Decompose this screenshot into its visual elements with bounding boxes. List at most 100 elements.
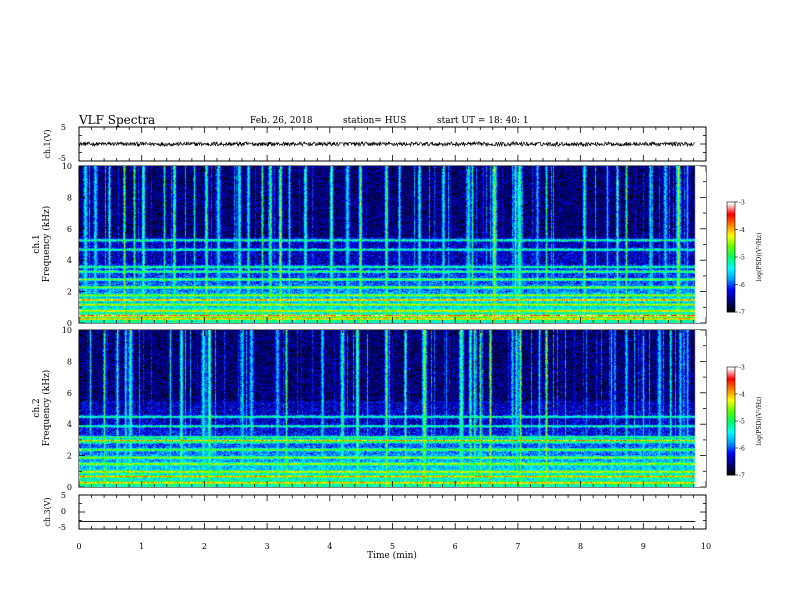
colorbar-swatch [727, 277, 735, 280]
time-axis-tick-labels: 0 1 2 3 4 5 6 7 8 9 10 [76, 542, 711, 551]
colorbar-swatch [727, 367, 735, 370]
colorbar-swatch [727, 211, 735, 214]
colorbar-swatch [727, 279, 735, 282]
colorbar-swatch [727, 214, 735, 218]
colorbar-swatch [727, 222, 735, 225]
colorbar-swatch [727, 242, 735, 245]
colorbar-swatch [727, 377, 735, 380]
colorbar-swatch [727, 216, 735, 219]
colorbar-swatch [727, 422, 735, 425]
colorbar-swatch [727, 258, 735, 262]
colorbar-swatch [727, 442, 735, 445]
x-tick-label: 9 [641, 542, 646, 551]
colorbar-swatch [727, 266, 735, 269]
colorbar-swatch [727, 225, 735, 229]
colorbar-tick-label: -5 [739, 419, 745, 426]
colorbar-tick-label: -3 [739, 200, 745, 207]
y-tick-label: 2 [67, 452, 72, 461]
colorbar-swatch [727, 220, 735, 223]
colorbar-swatch [727, 372, 735, 375]
colorbar-swatch [727, 306, 735, 309]
colorbar-swatch [727, 419, 735, 422]
waveform-ch1-line [78, 140, 696, 148]
y-tick-label: 6 [67, 225, 72, 234]
colorbar-swatch [727, 401, 735, 404]
colorbar-swatch [727, 260, 735, 263]
y-tick-label: 4 [67, 256, 72, 265]
colorbar-swatch [727, 291, 735, 295]
colorbar-swatch [727, 449, 735, 452]
colorbar-tick-label: -7 [739, 310, 745, 317]
panel-ch2-spectrogram: 0 2 4 6 8 10 ch.2Frequency (kHz) [32, 326, 707, 492]
colorbar-swatch [727, 288, 735, 291]
colorbar-swatch [727, 462, 735, 465]
colorbar-swatch [727, 268, 735, 271]
start-time-label: start UT = 18: 40: 1 [437, 116, 529, 126]
colorbar-swatch [727, 280, 735, 284]
colorbar-tick-label: -6 [739, 282, 745, 289]
colorbar-swatch [727, 404, 735, 407]
x-tick-label: 0 [76, 542, 81, 551]
colorbar-swatch [727, 439, 735, 442]
colorbar-swatch [727, 455, 735, 458]
colorbar-swatch [727, 379, 735, 382]
colorbar-swatch [727, 453, 735, 456]
colorbar-swatch [727, 253, 735, 256]
colorbar-swatch [727, 394, 735, 397]
y-tick-label: 4 [67, 420, 72, 429]
ylabel-line: ch.2 [32, 398, 42, 417]
colorbar-swatch [727, 209, 735, 212]
colorbar-tick-label: -3 [739, 365, 745, 372]
colorbar-swatch [727, 457, 735, 460]
colorbar-swatch [727, 408, 735, 411]
colorbar-swatch [727, 385, 735, 388]
colorbar-swatch [727, 374, 735, 377]
spectrogram-ch1-image [79, 166, 706, 323]
spectrogram-ch1-ticks [78, 165, 707, 324]
waveform-ch1-ticks [78, 126, 707, 162]
spectrogram-ch1-ytick-labels: 0 2 4 6 8 10 [62, 162, 72, 328]
colorbar-swatch [727, 213, 735, 216]
colorbar-tick-label: -4 [739, 227, 745, 234]
colorbar-swatch [727, 286, 735, 289]
colorbar-swatch [727, 410, 735, 413]
colorbar-label: log(PSD)(V²/Hz) [756, 233, 763, 282]
colorbar-swatch [727, 231, 735, 234]
colorbar-tick-label: -4 [739, 392, 745, 399]
colorbar-swatch [727, 403, 735, 406]
colorbar-swatch [727, 437, 735, 440]
colorbar-swatch [727, 247, 735, 251]
time-axis-label: Time (min) [367, 550, 417, 561]
colorbar-swatch [727, 249, 735, 252]
ch3-ylabel: ch.3(V) [43, 497, 52, 526]
colorbar-swatch [727, 451, 735, 454]
colorbar-swatch [727, 293, 735, 296]
colorbar-swatch [727, 244, 735, 247]
colorbar-swatch [727, 381, 735, 384]
colorbar-swatch [727, 430, 735, 433]
colorbar-swatch [727, 273, 735, 276]
colorbar-swatch [727, 240, 735, 243]
panel-ch1-spectrogram: 0 2 4 6 8 10 ch.1Frequency (kHz) [32, 162, 707, 328]
colorbar-swatch [727, 397, 735, 400]
y-tick-label: 0 [67, 319, 72, 328]
colorbar-swatch [727, 458, 735, 461]
colorbar-swatch [727, 238, 735, 241]
colorbar-swatch [727, 460, 735, 463]
panel-ch3-waveform: 5 0 -5 ch.3(V) 0 1 2 3 4 5 6 7 8 9 10 Time (min) [43, 491, 711, 561]
x-tick-label: 3 [265, 542, 270, 551]
colorbar-swatch [727, 473, 735, 476]
colorbar-swatch [727, 444, 735, 447]
colorbar-swatch [727, 235, 735, 238]
colorbar-swatch [727, 412, 735, 415]
colorbar-swatch [727, 295, 735, 298]
y-tick-label: 10 [62, 326, 72, 335]
colorbar-swatch [727, 202, 735, 205]
x-tick-label: 10 [701, 542, 711, 551]
colorbar-swatch [727, 257, 735, 260]
colorbar-swatch [727, 440, 735, 443]
colorbar-swatch [727, 368, 735, 371]
colorbar-swatch [727, 299, 735, 302]
colorbar-swatch [727, 417, 735, 420]
